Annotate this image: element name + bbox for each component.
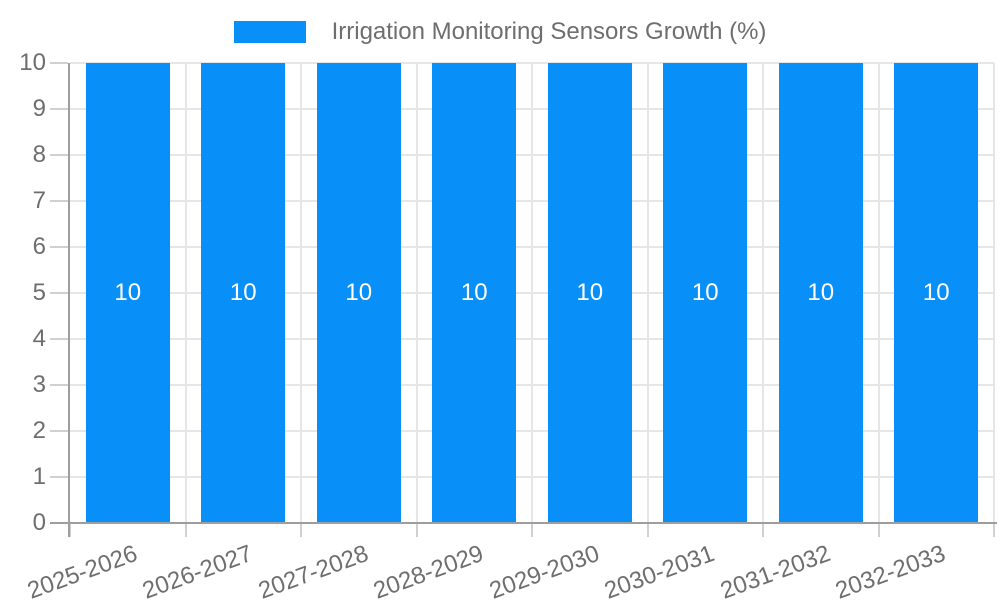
x-tick-label: 2031-2032: [716, 540, 834, 600]
x-tick-mark: [877, 524, 880, 537]
y-tick-mark: [50, 476, 68, 478]
bar-value-label: 10: [345, 279, 373, 306]
y-tick-label: 4: [32, 325, 46, 352]
x-gridline: [993, 63, 995, 523]
bar[interactable]: [201, 63, 286, 522]
y-tick-label: 9: [32, 95, 46, 122]
y-axis-line: [68, 63, 70, 537]
x-gridline: [415, 63, 418, 523]
bar-value-label: 10: [691, 279, 719, 306]
x-gridline: [531, 63, 533, 523]
x-tick-label: 2028-2029: [370, 540, 488, 600]
bar-value-label: 10: [922, 279, 950, 306]
x-gridline: [762, 63, 764, 523]
x-tick-mark: [415, 524, 418, 537]
bar-value-label: 10: [114, 279, 142, 306]
x-tick-label: 2027-2028: [254, 540, 372, 600]
x-tick-mark: [69, 524, 71, 537]
bar-value-label: 10: [229, 279, 257, 306]
y-tick-mark: [50, 154, 68, 156]
bar[interactable]: [432, 63, 517, 522]
x-gridline: [300, 63, 302, 523]
x-tick-label: 2032-2033: [832, 540, 950, 600]
bar[interactable]: [547, 63, 632, 522]
x-tick-label: 2025-2026: [23, 540, 141, 600]
bar-value-label: 10: [807, 279, 835, 306]
x-tick-mark: [762, 524, 764, 537]
x-gridline: [184, 63, 187, 523]
x-tick-label: 2026-2027: [139, 540, 257, 600]
legend-label: Irrigation Monitoring Sensors Growth (%): [331, 18, 767, 45]
bar[interactable]: [316, 63, 401, 522]
y-tick-mark: [50, 108, 68, 110]
bar-value-label: 10: [460, 279, 488, 306]
y-tick-label: 3: [32, 371, 46, 398]
y-tick-mark: [50, 246, 68, 248]
x-tick-mark: [531, 524, 533, 537]
y-tick-label: 5: [32, 279, 46, 306]
y-tick-mark: [50, 62, 68, 64]
x-tick-mark: [646, 524, 649, 537]
y-tick-label: 0: [32, 509, 46, 536]
legend-swatch: [233, 21, 306, 43]
y-tick-mark: [50, 200, 68, 202]
x-gridline: [646, 63, 649, 523]
x-axis-line: [50, 522, 997, 524]
bar[interactable]: [778, 63, 863, 522]
y-tick-label: 6: [32, 233, 46, 260]
x-tick-label: 2030-2031: [601, 540, 719, 600]
y-tick-mark: [50, 338, 68, 340]
x-tick-mark: [184, 524, 187, 537]
y-tick-label: 1: [32, 463, 46, 490]
y-tick-mark: [50, 384, 68, 386]
bar[interactable]: [85, 63, 170, 522]
x-tick-mark: [300, 524, 302, 537]
chart-legend[interactable]: Irrigation Monitoring Sensors Growth (%): [0, 18, 1000, 46]
y-tick-label: 8: [32, 141, 46, 168]
x-gridline: [877, 63, 880, 523]
x-tick-label: 2029-2030: [485, 540, 603, 600]
bar[interactable]: [894, 63, 979, 522]
y-tick-label: 10: [19, 49, 46, 76]
bar-value-label: 10: [576, 279, 604, 306]
y-tick-label: 2: [32, 417, 46, 444]
x-tick-mark: [993, 524, 995, 537]
y-tick-mark: [50, 430, 68, 432]
y-tick-mark: [50, 292, 68, 294]
bar[interactable]: [663, 63, 748, 522]
y-tick-label: 7: [32, 187, 46, 214]
